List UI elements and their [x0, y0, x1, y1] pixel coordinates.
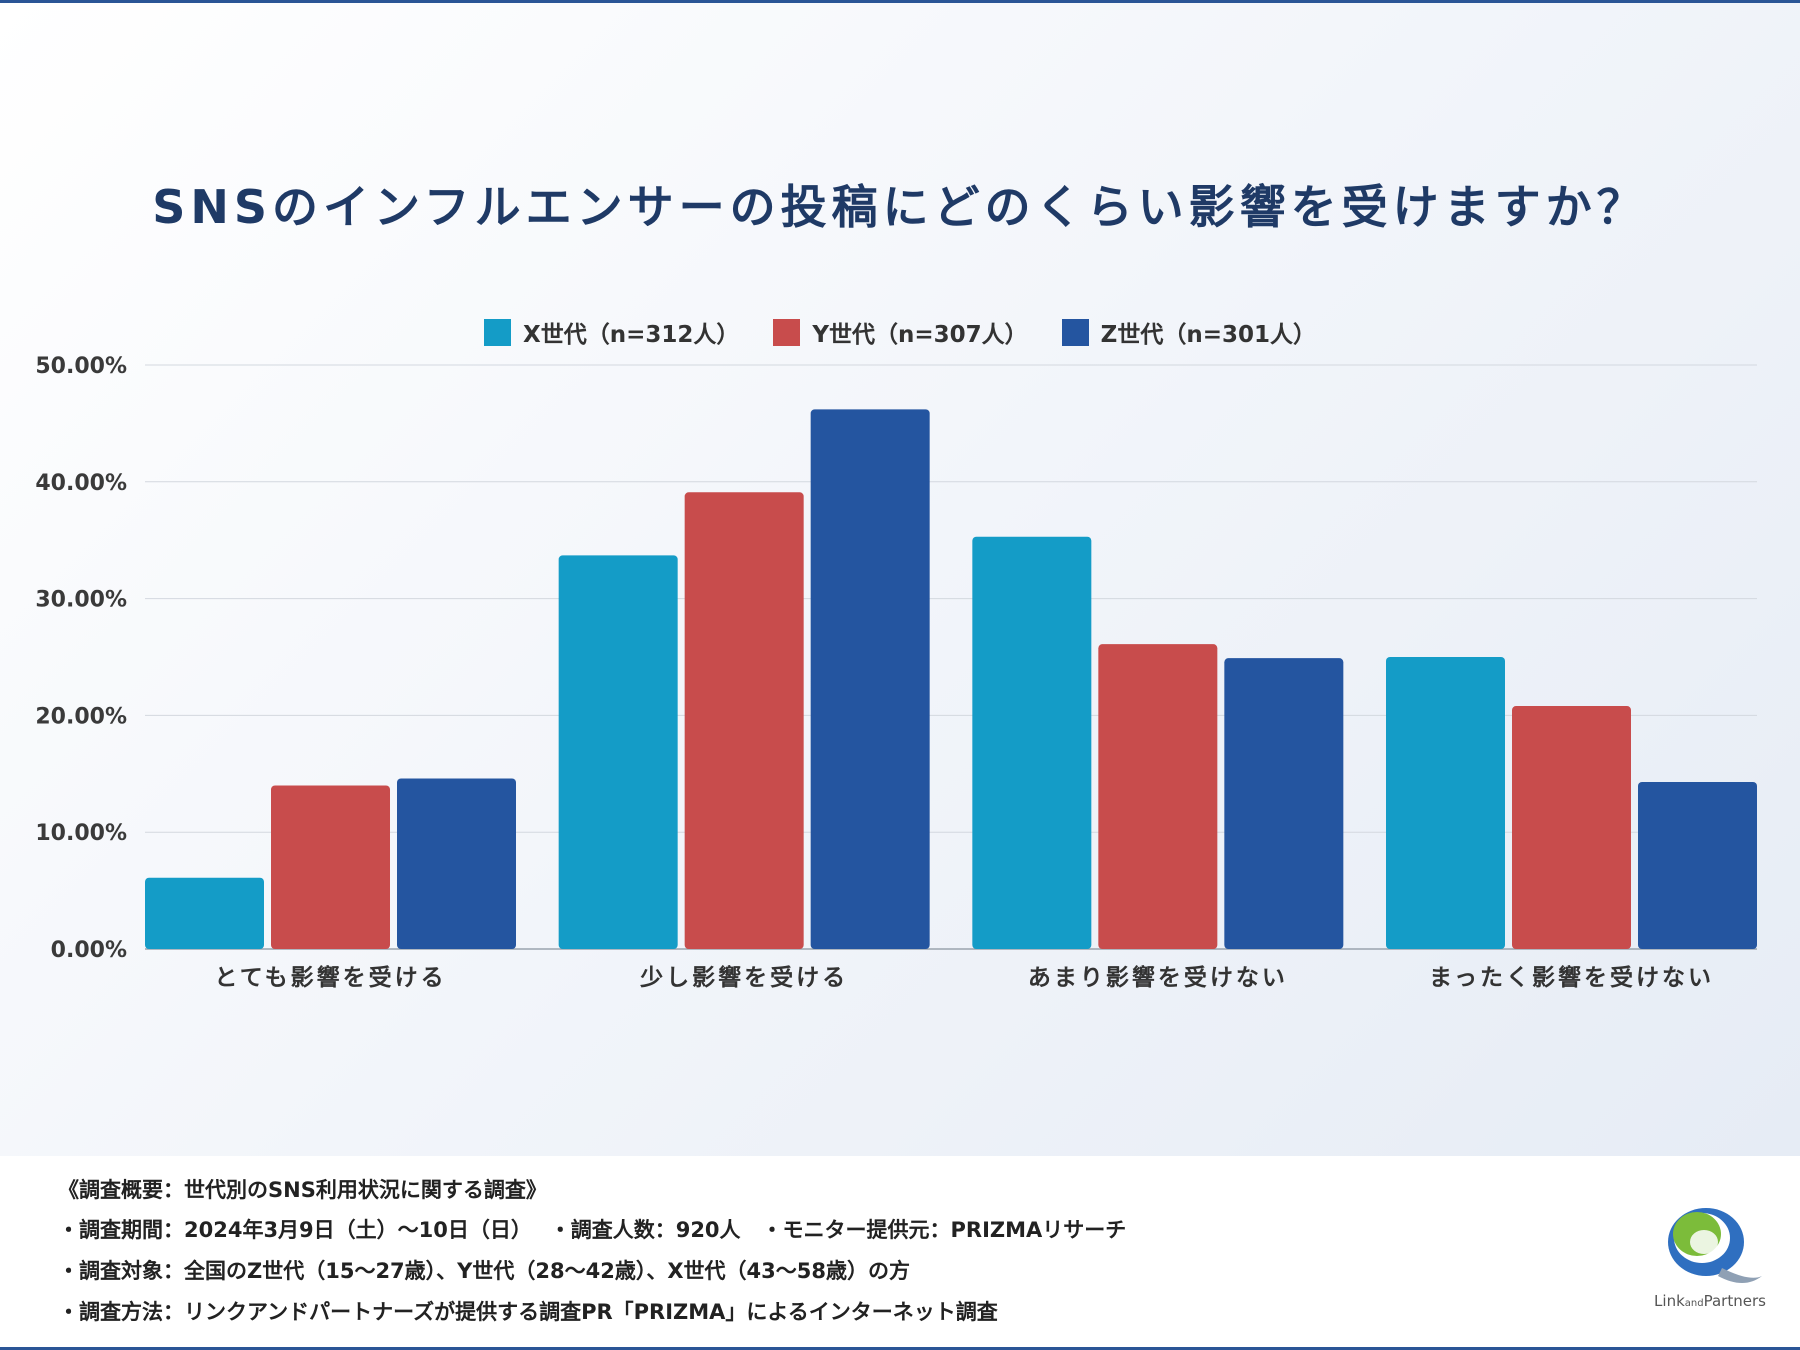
legend-item-y: Y世代（n=307人）: [773, 315, 1028, 349]
y-tick-label: 20.00%: [35, 704, 127, 729]
legend-swatch-z: [1061, 318, 1089, 346]
bar: [558, 555, 678, 949]
y-tick-label: 0.00%: [51, 938, 127, 963]
bar: [684, 492, 804, 949]
y-tick-label: 30.00%: [35, 588, 127, 613]
bar: [1386, 657, 1505, 949]
footer-period: ・調査期間：2024年3月9日（土）〜10日（日） ・調査人数：920人 ・モニ…: [58, 1218, 1127, 1242]
legend: X世代（n=312人） Y世代（n=307人） Z世代（n=301人）: [0, 315, 1800, 349]
bar: [810, 409, 930, 949]
bar: [1638, 781, 1757, 949]
bar-chart: 0.00% 10.00% 20.00% 30.00% 40.00% 50.00% とても影響…: [35, 354, 1757, 991]
y-tick-label: 50.00%: [35, 354, 127, 379]
x-category-label: 少し影響を受ける: [639, 964, 848, 991]
legend-swatch-y: [773, 318, 801, 346]
legend-item-x: X世代（n=312人）: [483, 315, 740, 349]
logo-text: LinkandPartners: [1654, 1292, 1766, 1310]
footer-method: ・調査方法：リンクアンドパートナーズが提供する調査PR「PRIZMA」によるイン…: [58, 1300, 998, 1324]
x-category-label: まったく影響を受けない: [1429, 964, 1714, 991]
footer-heading: 《調査概要：世代別のSNS利用状況に関する調査》: [58, 1178, 547, 1202]
link-and-partners-logo-icon: [1668, 1208, 1762, 1283]
y-tick-label: 10.00%: [35, 821, 127, 846]
chart-title: SNSのインフルエンサーの投稿にどのくらい影響を受けますか？: [152, 180, 1648, 234]
legend-label-z: Z世代（n=301人）: [1100, 322, 1317, 348]
bar: [145, 877, 264, 949]
bar: [1098, 644, 1218, 949]
y-tick-label: 40.00%: [35, 471, 127, 496]
survey-footer: 《調査概要：世代別のSNS利用状況に関する調査》 ・調査期間：2024年3月9日…: [0, 1156, 1800, 1350]
chart-panel: SNSのインフルエンサーの投稿にどのくらい影響を受けますか？ X世代（n=312…: [0, 0, 1800, 1156]
footer-target: ・調査対象：全国のZ世代（15〜27歳）、Y世代（28〜42歳）、X世代（43〜…: [58, 1259, 910, 1283]
bar: [972, 536, 1092, 949]
x-category-label: あまり影響を受けない: [1028, 964, 1288, 991]
bar: [1224, 658, 1344, 949]
bar: [1512, 706, 1631, 949]
legend-label-y: Y世代（n=307人）: [812, 322, 1028, 348]
bar: [397, 778, 516, 949]
bar: [271, 785, 390, 949]
legend-label-x: X世代（n=312人）: [522, 322, 740, 348]
x-category-label: とても影響を受ける: [214, 964, 446, 991]
legend-item-z: Z世代（n=301人）: [1061, 315, 1317, 349]
legend-swatch-x: [483, 318, 511, 346]
